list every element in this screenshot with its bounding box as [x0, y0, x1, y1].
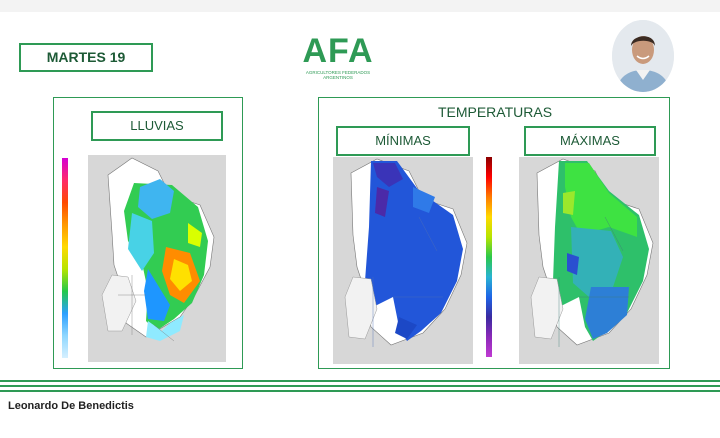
temperature-title: TEMPERATURAS [437, 104, 553, 120]
max-temp-map [519, 157, 659, 364]
presenter-name: Leonardo De Benedictis [8, 400, 134, 412]
rain-map [88, 155, 226, 362]
rain-color-scale [62, 158, 68, 358]
day-label: MARTES 19 [19, 43, 153, 72]
max-temp-title: MÁXIMAS [524, 126, 656, 156]
footer-line-1 [0, 380, 720, 382]
afa-logo: AFA AGRICULTORES FEDERADOS ARGENTINOS [292, 34, 384, 84]
logo-subtitle-line1: AGRICULTORES FEDERADOS [305, 70, 371, 75]
footer-line-2 [0, 385, 720, 387]
temperature-color-scale [486, 157, 492, 357]
top-band [0, 0, 720, 12]
presenter-avatar-icon [612, 20, 674, 92]
logo-subtitle-line2: ARGENTINOS [323, 75, 353, 80]
min-temp-title: MÍNIMAS [336, 126, 470, 156]
min-temp-map [333, 157, 473, 364]
rain-title: LLUVIAS [91, 111, 223, 141]
logo-text: AFA [302, 32, 374, 70]
footer-line-3 [0, 390, 720, 392]
